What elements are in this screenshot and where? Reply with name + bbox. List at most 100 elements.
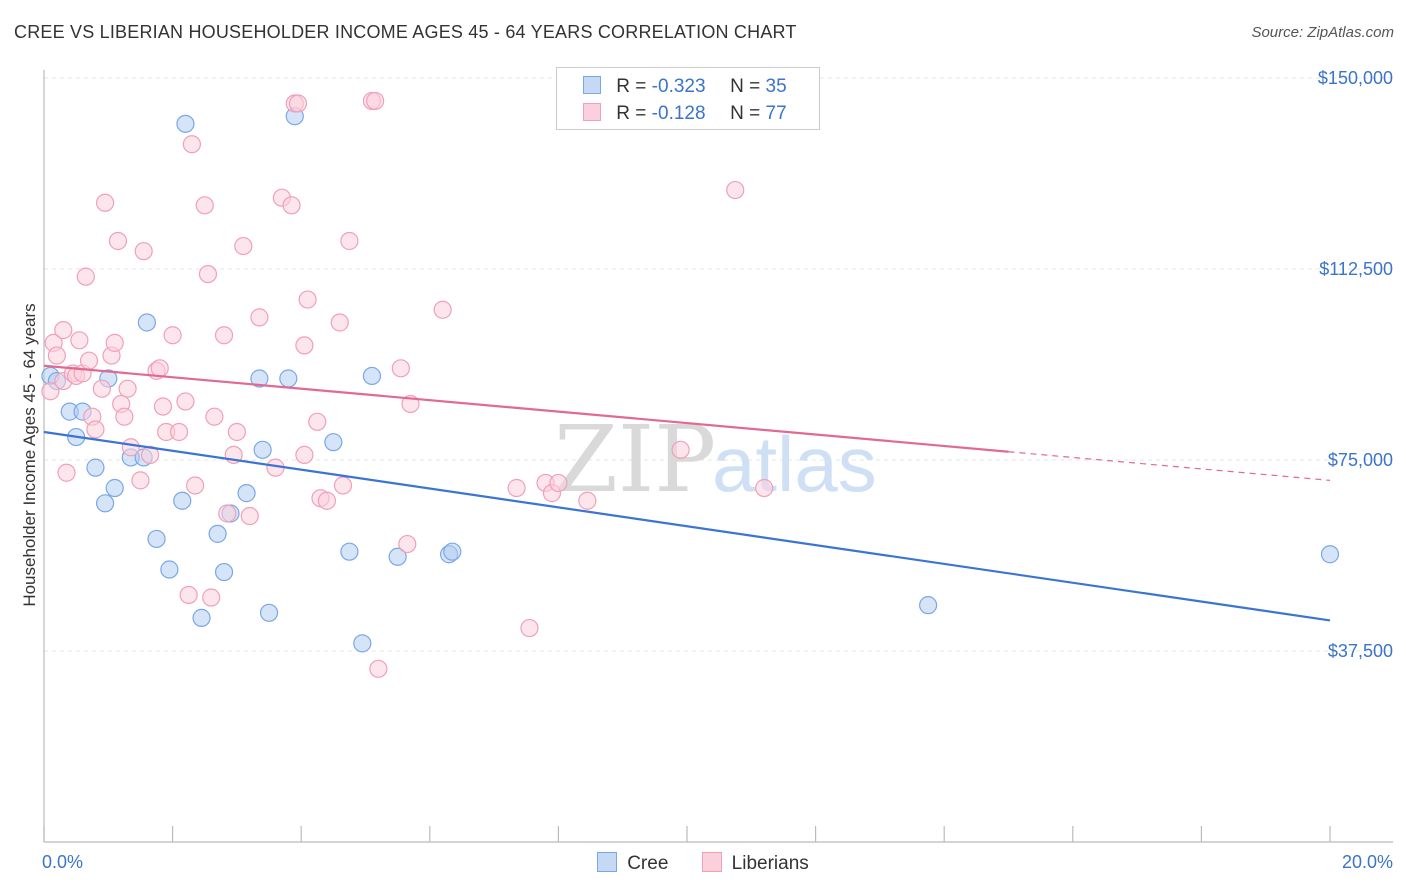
cree-point[interactable] <box>173 491 192 510</box>
watermark-atlas: atlas <box>712 420 877 508</box>
y-tick-label: $112,500 <box>1319 259 1393 279</box>
cree-point[interactable] <box>324 433 343 452</box>
liberians-point[interactable] <box>288 94 308 113</box>
cree-point[interactable] <box>443 542 462 561</box>
liberians-point[interactable] <box>330 313 349 332</box>
cree-point[interactable] <box>1320 545 1340 564</box>
cree-point[interactable] <box>176 114 195 133</box>
liberians-point[interactable] <box>369 659 388 678</box>
cree-point[interactable] <box>353 634 372 653</box>
liberians-point[interactable] <box>295 336 314 355</box>
liberians-point[interactable] <box>163 326 182 345</box>
cree-point[interactable] <box>340 542 359 561</box>
cree-point[interactable] <box>86 458 105 477</box>
liberians-point[interactable] <box>227 422 246 442</box>
liberians-point[interactable] <box>134 242 153 261</box>
liberians-point[interactable] <box>726 180 745 200</box>
r-value: -0.128 <box>651 103 706 124</box>
liberians-point[interactable] <box>295 445 314 465</box>
legend-item-cree[interactable]: Cree <box>597 852 668 875</box>
cree-point[interactable] <box>192 608 211 627</box>
cree-point[interactable] <box>160 560 179 579</box>
liberians-point[interactable] <box>549 473 568 493</box>
y-tick-labels: $37,500 $75,000 $112,500 $150,000 <box>1318 68 1393 661</box>
series-legend: Cree Liberians <box>0 852 1406 875</box>
legend-item-liberians[interactable]: Liberians <box>701 852 809 875</box>
liberians-point[interactable] <box>298 290 317 309</box>
grid-lines <box>44 77 1393 652</box>
liberians-point[interactable] <box>41 382 60 401</box>
liberians-point[interactable] <box>234 236 253 256</box>
liberians-point[interactable] <box>433 300 452 319</box>
cree-point[interactable] <box>237 484 256 503</box>
liberians-point[interactable] <box>105 333 124 352</box>
liberians-point[interactable] <box>179 585 198 605</box>
cree-point[interactable] <box>105 478 124 498</box>
y-axis-title: Householder Income Ages 45 - 64 years <box>20 303 39 606</box>
cree-point[interactable] <box>253 440 272 459</box>
liberians-point[interactable] <box>108 231 128 251</box>
y-tick-label: $37,500 <box>1328 641 1393 661</box>
cree-legend-swatch-icon <box>597 852 618 872</box>
liberians-point[interactable] <box>79 351 99 370</box>
n-value: 77 <box>765 103 787 124</box>
liberians-point[interactable] <box>182 135 201 154</box>
liberians-point[interactable] <box>195 196 214 215</box>
liberians-point[interactable] <box>86 420 105 439</box>
liberians-point[interactable] <box>115 407 134 426</box>
liberians-point[interactable] <box>198 264 218 284</box>
liberians-point[interactable] <box>186 476 205 495</box>
liberians-point[interactable] <box>282 196 301 215</box>
liberians-point[interactable] <box>240 506 259 526</box>
cree-point[interactable] <box>214 562 234 582</box>
chart-title: CREE VS LIBERIAN HOUSEHOLDER INCOME AGES… <box>14 22 797 42</box>
cree-swatch-icon <box>583 76 601 94</box>
liberians-point[interactable] <box>214 326 234 345</box>
cree-point[interactable] <box>250 369 269 388</box>
liberians-point[interactable] <box>118 379 137 398</box>
liberians-point[interactable] <box>76 267 95 286</box>
liberians-point[interactable] <box>671 440 690 459</box>
liberians-point[interactable] <box>47 346 66 365</box>
liberians-point[interactable] <box>95 193 115 212</box>
liberians-point[interactable] <box>150 359 169 378</box>
cree-point[interactable] <box>137 313 156 332</box>
liberians-point[interactable] <box>391 359 410 378</box>
liberians-point[interactable] <box>340 231 359 251</box>
liberians-point[interactable] <box>308 412 327 431</box>
liberians-point[interactable] <box>507 478 526 498</box>
cree-point[interactable] <box>259 603 279 622</box>
liberians-swatch-icon <box>583 103 601 121</box>
liberians-point[interactable] <box>205 407 224 426</box>
liberians-point[interactable] <box>153 397 173 416</box>
liberians-point[interactable] <box>366 91 385 111</box>
liberians-point[interactable] <box>140 445 160 465</box>
liberians-point[interactable] <box>755 478 774 498</box>
liberians-legend-swatch-icon <box>701 852 722 872</box>
liberians-point[interactable] <box>70 331 89 350</box>
liberians-point[interactable] <box>520 618 539 638</box>
liberians-point[interactable] <box>54 321 73 340</box>
cree-point[interactable] <box>362 366 382 386</box>
liberians-point[interactable] <box>92 379 111 398</box>
legend-row-cree: R = -0.323 N = 35 <box>583 76 787 98</box>
cree-point[interactable] <box>147 529 166 549</box>
liberians-point[interactable] <box>131 471 150 490</box>
cree-point[interactable] <box>208 524 227 543</box>
liberians-point[interactable] <box>317 491 337 510</box>
cree-point[interactable] <box>279 369 298 388</box>
liberians-point[interactable] <box>176 392 195 411</box>
liberians-point[interactable] <box>333 476 353 495</box>
liberians-point[interactable] <box>57 463 76 482</box>
liberians-point[interactable] <box>169 422 189 442</box>
cree-point[interactable] <box>388 547 407 566</box>
liberians-point[interactable] <box>398 534 417 554</box>
liberians-point[interactable] <box>202 588 221 607</box>
liberians-point[interactable] <box>218 504 237 523</box>
liberians-trend-extension <box>1008 451 1331 481</box>
cree-point[interactable] <box>919 596 938 615</box>
liberians-point[interactable] <box>121 438 140 457</box>
liberians-point[interactable] <box>578 491 597 510</box>
cree-point[interactable] <box>95 494 115 513</box>
liberians-point[interactable] <box>250 308 269 327</box>
